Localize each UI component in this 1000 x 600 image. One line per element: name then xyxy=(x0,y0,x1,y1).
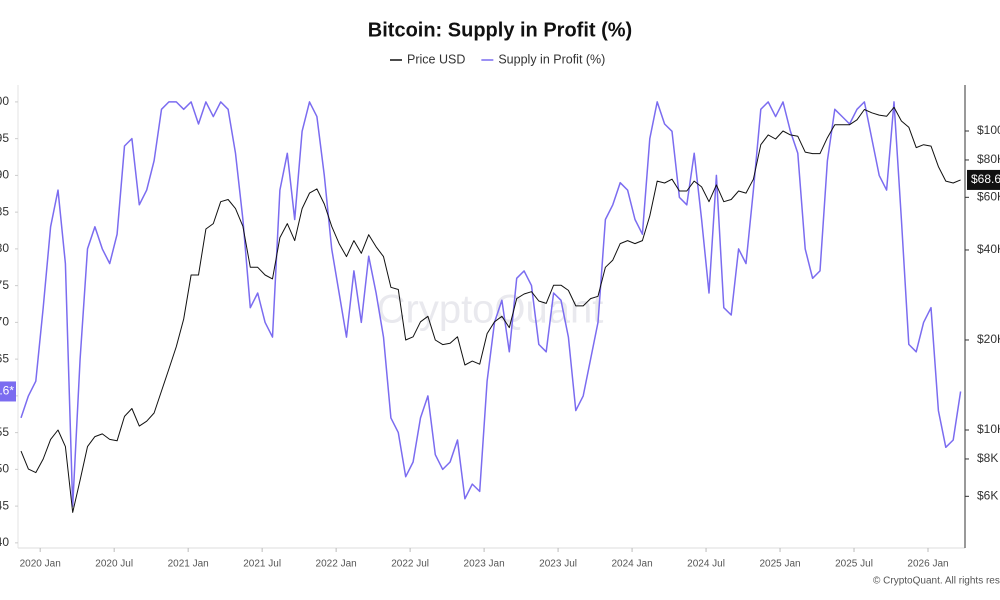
y2-tick-label: $8K xyxy=(977,451,998,465)
x-tick-label: 2021 Jan xyxy=(168,559,209,570)
chart-title: Bitcoin: Supply in Profit (%) xyxy=(368,19,632,41)
x-tick-label: 2022 Jul xyxy=(391,559,429,570)
y2-tick-label: $40K xyxy=(977,242,1000,256)
x-tick-label: 2020 Jan xyxy=(20,559,61,570)
y-tick-label: 100 xyxy=(0,94,9,108)
y-tick-label: 90 xyxy=(0,168,9,182)
y-tick-label: 40 xyxy=(0,535,9,549)
y-tick-label: 45 xyxy=(0,498,9,512)
x-tick-label: 2025 Jul xyxy=(835,559,873,570)
y2-tick-label: $10K xyxy=(977,422,1000,436)
x-tick-label: 2026 Jan xyxy=(907,559,948,570)
x-tick-label: 2022 Jan xyxy=(316,559,357,570)
x-tick-label: 2024 Jan xyxy=(611,559,652,570)
x-tick-label: 2025 Jan xyxy=(759,559,800,570)
legend-label: Price USD xyxy=(407,52,465,66)
current-value-box xyxy=(967,169,1000,190)
y2-tick-label: $6K xyxy=(977,488,998,502)
y-tick-label: 95 xyxy=(0,131,9,145)
legend-label: Supply in Profit (%) xyxy=(498,52,605,66)
y-tick-label: 80 xyxy=(0,241,9,255)
x-tick-label: 2024 Jul xyxy=(687,559,725,570)
x-tick-label: 2023 Jan xyxy=(464,559,505,570)
series-line xyxy=(20,101,962,507)
watermark: CryptoQuant xyxy=(377,288,604,332)
y2-tick-label: $100K xyxy=(977,123,1000,137)
y-tick-label: 50 xyxy=(0,462,9,476)
series-line xyxy=(20,106,961,513)
y2-tick-label: $20K xyxy=(977,332,1000,346)
x-tick-label: 2023 Jul xyxy=(539,559,577,570)
y-tick-label: 55 xyxy=(0,425,9,439)
y-tick-label: 70 xyxy=(0,315,9,329)
x-tick-label: 2020 Jul xyxy=(95,559,133,570)
current-value-box xyxy=(0,381,16,402)
y-tick-label: 75 xyxy=(0,278,9,292)
credit: © CryptoQuant. All rights reserved xyxy=(873,576,1000,587)
y-tick-label: 65 xyxy=(0,351,9,365)
y-tick-label: 85 xyxy=(0,204,9,218)
x-tick-label: 2021 Jul xyxy=(243,559,281,570)
current-value-label: 60.6* xyxy=(0,384,14,398)
y2-tick-label: $80K xyxy=(977,152,1000,166)
current-value-label: $68.6K xyxy=(971,172,1000,186)
y2-tick-label: $60K xyxy=(977,189,1000,203)
